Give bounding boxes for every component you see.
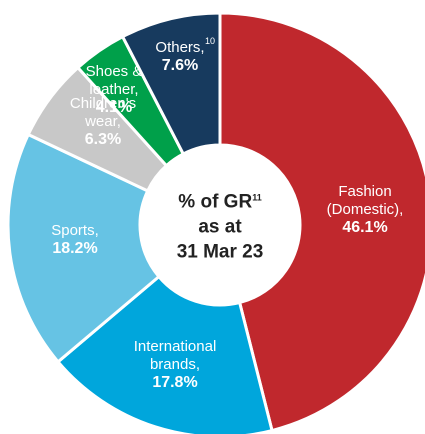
center-line: % of GR11 bbox=[150, 185, 290, 214]
value-label: 46.1% bbox=[342, 219, 388, 236]
category-label: Fashion (Domestic), bbox=[326, 183, 404, 218]
donut-hole bbox=[141, 146, 299, 304]
segment-label: Others, 7.6% bbox=[140, 39, 220, 75]
value-label: 17.8% bbox=[152, 374, 198, 391]
center-text: % of GR bbox=[178, 191, 253, 213]
segment-label: Shoes & leather, 4.1% bbox=[79, 63, 149, 117]
category-label: Sports, bbox=[51, 222, 99, 239]
category-label: Others, bbox=[155, 39, 205, 56]
category-label: International brands, bbox=[133, 338, 217, 373]
value-label: 7.6% bbox=[161, 57, 199, 74]
category-label: Shoes & leather, bbox=[85, 63, 143, 98]
value-label: 18.2% bbox=[52, 240, 98, 257]
donut-segment bbox=[55, 274, 274, 434]
segment-label: International brands, 17.8% bbox=[120, 338, 230, 392]
segment-label: Children's wear, 6.3% bbox=[58, 95, 148, 149]
segment-label: Fashion (Domestic), 46.1% bbox=[310, 183, 420, 237]
center-line: 31 Mar 23 bbox=[176, 241, 264, 263]
footnote-marker: 10 bbox=[205, 36, 216, 46]
value-label: 6.3% bbox=[84, 131, 122, 148]
center-label: % of GR11 as at 31 Mar 23 bbox=[150, 185, 290, 264]
segment-label: Sports, 18.2% bbox=[30, 222, 120, 258]
category-label: Children's wear, bbox=[69, 95, 137, 130]
donut-segment bbox=[218, 11, 425, 433]
donut-segment bbox=[6, 132, 162, 364]
footnote-marker: 11 bbox=[252, 192, 262, 203]
value-label: 4.1% bbox=[95, 99, 133, 116]
donut-segment bbox=[120, 11, 222, 156]
center-line: as at bbox=[198, 216, 242, 238]
